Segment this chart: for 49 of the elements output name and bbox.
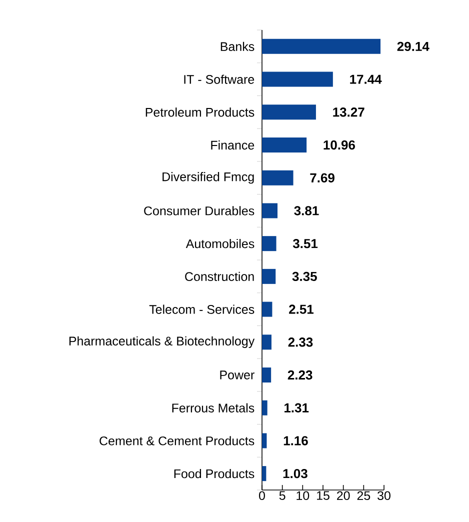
data-label: 2.51	[289, 304, 314, 314]
y-tick-label: Ferrous Metals	[172, 403, 254, 412]
bar	[262, 138, 307, 153]
data-label: 7.69	[310, 173, 334, 182]
data-label: 3.35	[292, 272, 317, 282]
data-label: 3.51	[292, 238, 318, 248]
data-label: 29.14	[397, 42, 430, 52]
y-tick-label: IT - Software	[184, 74, 254, 84]
bar	[262, 236, 276, 252]
bar	[262, 368, 272, 383]
bar	[262, 334, 272, 350]
data-label: 2.23	[288, 370, 312, 380]
bar	[262, 104, 316, 120]
data-label: 2.33	[288, 338, 313, 347]
bar	[262, 170, 294, 186]
x-tick-label: 25	[357, 491, 370, 500]
bar	[262, 38, 380, 54]
bar	[262, 203, 278, 218]
y-tick-label: Pharmaceuticals & Biotechnology	[69, 336, 255, 348]
bar	[262, 268, 276, 284]
x-tick-label: 10	[296, 491, 310, 500]
y-tick-label: Finance	[211, 140, 254, 150]
y-tick-label: Petroleum Products	[146, 108, 254, 117]
y-tick-label: Telecom - Services	[149, 304, 254, 314]
x-tick-label: 20	[337, 491, 350, 500]
y-tick-label: Automobiles	[186, 238, 254, 248]
y-tick-label: Food Products	[174, 468, 254, 478]
data-label: 1.31	[284, 403, 309, 412]
y-tick-label: Construction	[185, 272, 254, 282]
data-label: 10.96	[324, 140, 355, 150]
y-tick-label: Consumer Durables	[144, 206, 254, 216]
x-tick-label: 30	[378, 491, 390, 500]
data-label: 3.81	[294, 206, 319, 216]
y-tick-label: Banks	[220, 42, 254, 52]
y-tick-label: Power	[220, 370, 254, 380]
x-tick-label: 0	[259, 491, 265, 500]
data-label: 13.27	[333, 108, 364, 117]
data-label: 1.03	[283, 468, 308, 478]
y-tick-label: Cement & Cement Products	[100, 436, 254, 446]
y-tick-label: Diversified Fmcg	[162, 172, 254, 184]
bar	[262, 302, 272, 317]
bar	[262, 433, 267, 448]
data-label: 17.44	[350, 74, 382, 84]
bar	[262, 400, 268, 416]
data-label: 1.16	[284, 436, 308, 446]
bar	[262, 466, 266, 482]
x-tick-label: 5	[279, 491, 286, 500]
bar	[262, 72, 333, 87]
x-tick-label: 15	[317, 491, 330, 500]
